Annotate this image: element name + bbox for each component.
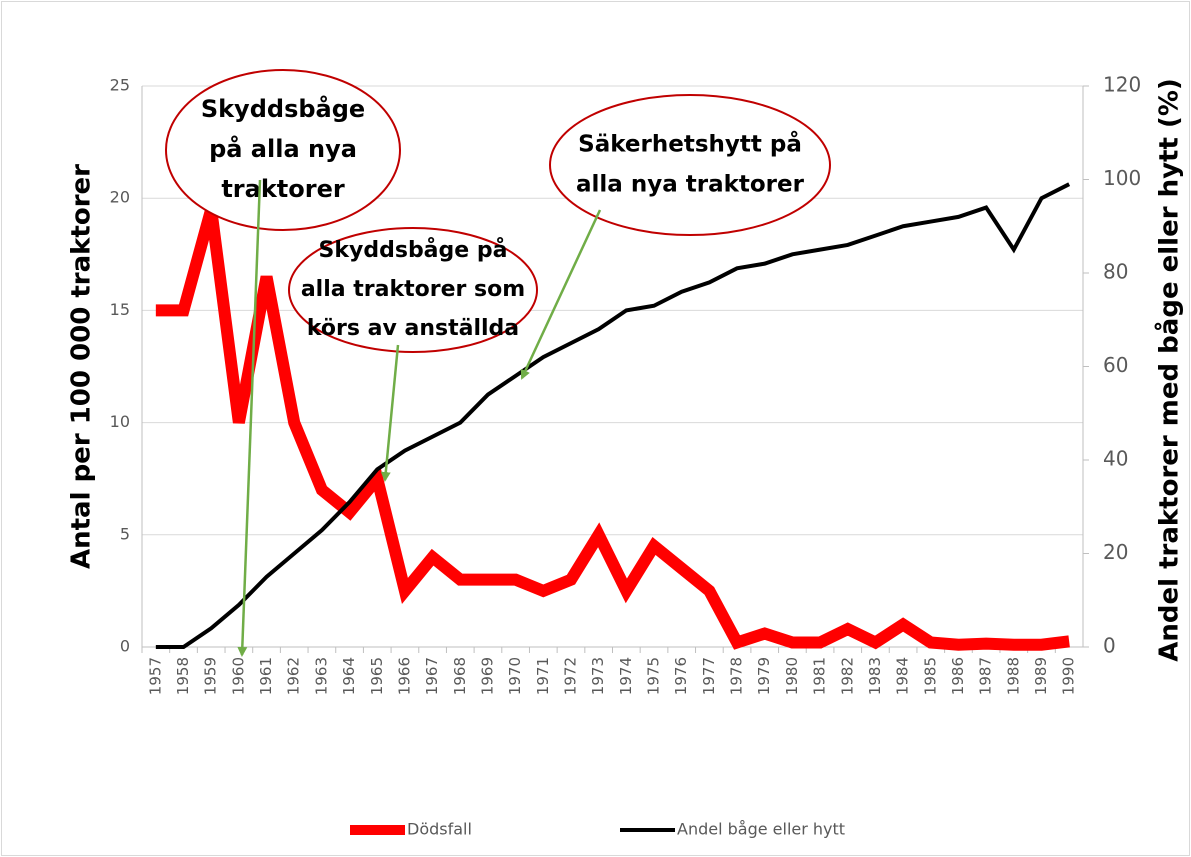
annotation-text: alla nya traktorer: [576, 172, 805, 198]
x-tick-label: 1960: [229, 657, 247, 695]
series-line: [155, 182, 1071, 649]
y-axis-title: Antal per 100 000 traktorer: [67, 164, 97, 569]
y-tick-label: 20: [110, 188, 130, 207]
legend-label: Andel båge eller hytt: [677, 820, 845, 839]
x-tick-label: 1981: [811, 657, 829, 695]
x-tick-label: 1979: [755, 657, 773, 695]
annotation-arrow: [380, 344, 400, 482]
x-tick-label: 1961: [257, 657, 275, 695]
annotation-text: traktorer: [221, 175, 345, 203]
x-tick-label: 1985: [921, 657, 939, 695]
y-tick-label: 0: [120, 637, 130, 656]
annotation-arrow: [520, 209, 602, 380]
annotation-text: alla traktorer som: [301, 277, 525, 302]
x-tick-label: 1965: [368, 657, 386, 695]
x-tick-label: 1984: [894, 657, 912, 695]
x-tick-label: 1973: [589, 657, 607, 695]
x-tick-label: 1978: [728, 657, 746, 695]
y2-tick-label: 80: [1103, 260, 1128, 284]
y-tick-label: 15: [110, 300, 130, 319]
y2-tick-label: 20: [1103, 540, 1128, 564]
annotation-text: Skyddsbåge: [201, 94, 365, 123]
x-tick-label: 1977: [700, 657, 718, 695]
x-tick-label: 1990: [1060, 657, 1078, 695]
annotation-bubble: [288, 227, 538, 353]
annotation-text: på alla nya: [209, 134, 357, 163]
y2-tick-label: 0: [1103, 634, 1116, 658]
x-tick-label: 1975: [645, 657, 663, 695]
x-tick-label: 1968: [451, 657, 469, 695]
annotation-text: Skyddsbåge på: [319, 237, 508, 263]
x-tick-label: 1972: [561, 657, 579, 695]
x-tick-label: 1970: [506, 657, 524, 695]
x-tick-label: 1958: [174, 657, 192, 695]
y-tick-label: 5: [120, 524, 130, 543]
x-tick-label: 1964: [340, 657, 358, 695]
x-tick-label: 1988: [1004, 657, 1022, 695]
x-tick-label: 1989: [1032, 657, 1050, 695]
x-tick-label: 1987: [977, 657, 995, 695]
y2-tick-label: 40: [1103, 447, 1128, 471]
x-tick-label: 1976: [672, 657, 690, 695]
x-tick-label: 1957: [146, 657, 164, 695]
y2-tick-label: 60: [1103, 353, 1128, 377]
y2-axis-title: Andel traktorer med båge eller hytt (%): [1153, 78, 1185, 662]
x-tick-label: 1982: [838, 657, 856, 695]
annotation-text: Säkerhetshytt på: [578, 131, 802, 158]
y2-tick-label: 120: [1103, 73, 1141, 97]
x-tick-label: 1980: [783, 657, 801, 695]
annotation-text: körs av anställda: [307, 316, 519, 341]
annotation-bubble: [165, 69, 401, 231]
legend-label: Dödsfall: [407, 820, 472, 839]
y-tick-label: 10: [110, 412, 130, 431]
x-tick-label: 1966: [395, 657, 413, 695]
x-tick-label: 1974: [617, 657, 635, 695]
annotation-arrow: [237, 179, 262, 657]
x-tick-label: 1983: [866, 657, 884, 695]
x-tick-label: 1959: [202, 657, 220, 695]
x-tick-label: 1971: [534, 657, 552, 695]
annotation-bubble: [549, 94, 831, 236]
x-tick-label: 1962: [285, 657, 303, 695]
x-tick-label: 1986: [949, 657, 967, 695]
x-tick-label: 1969: [478, 657, 496, 695]
series-line: [155, 207, 1070, 651]
y-tick-label: 25: [110, 76, 130, 95]
y2-tick-label: 100: [1103, 166, 1141, 190]
x-tick-label: 1963: [312, 657, 330, 695]
x-tick-label: 1967: [423, 657, 441, 695]
